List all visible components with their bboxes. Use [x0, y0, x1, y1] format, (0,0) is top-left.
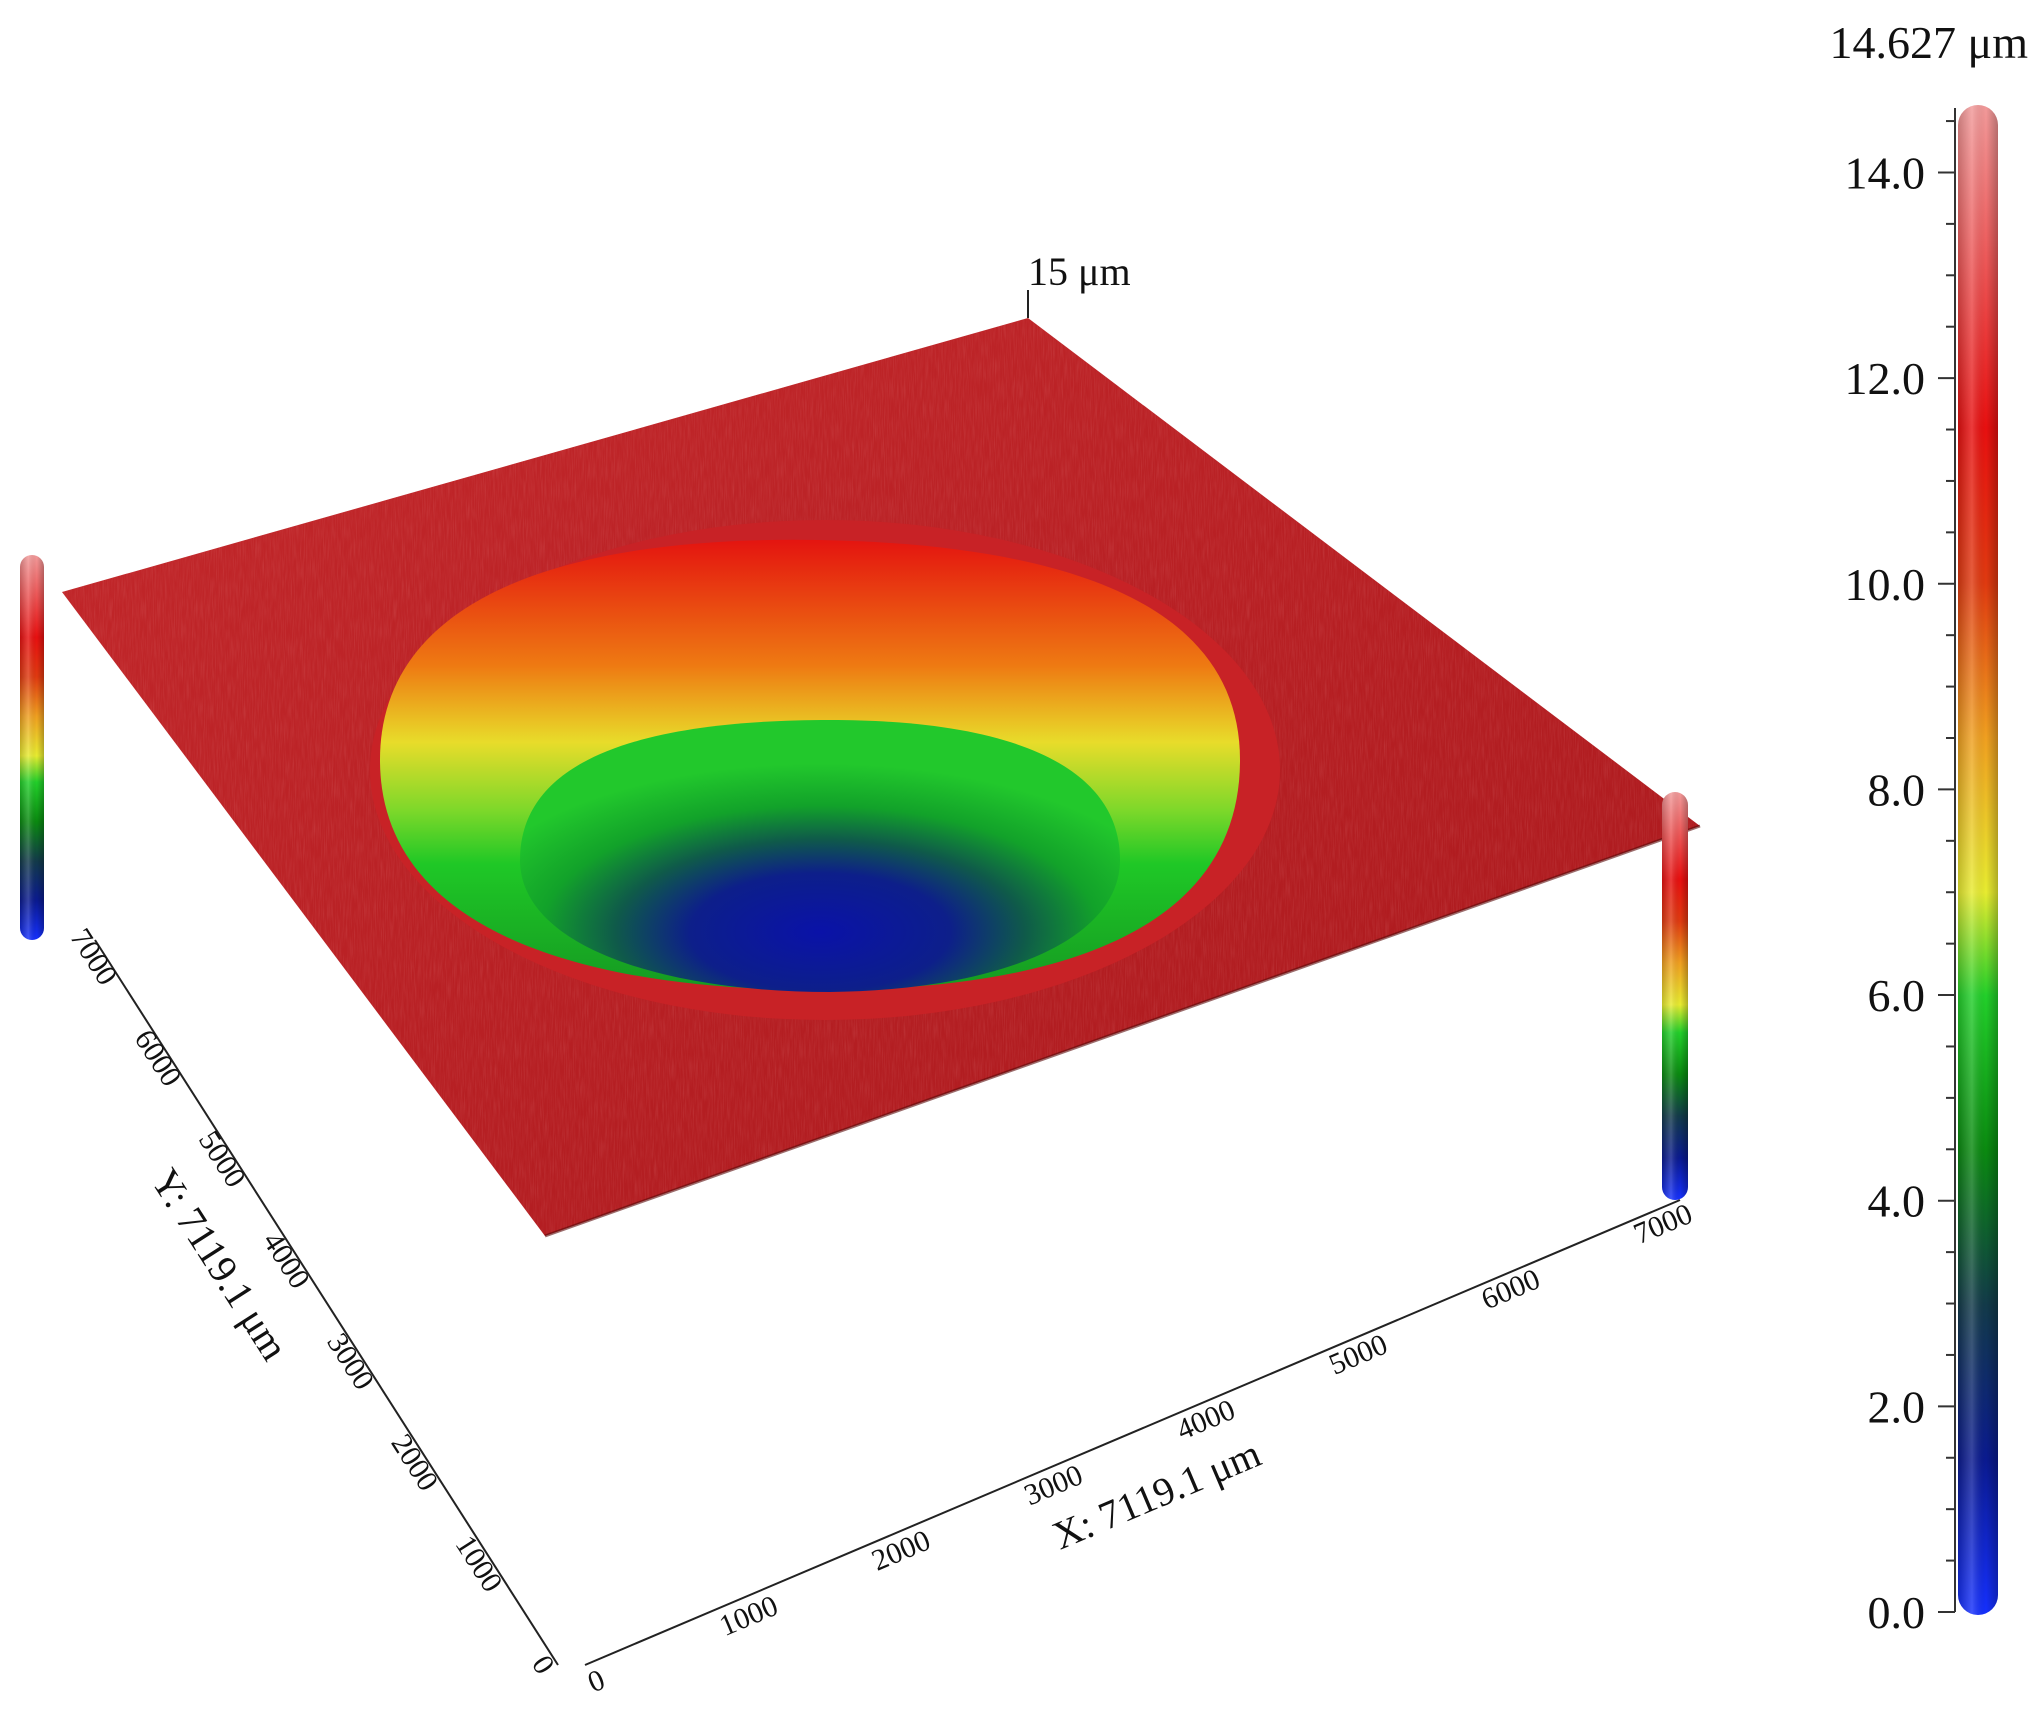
colorbar-tick-label: 14.0	[1845, 147, 1926, 198]
colorbar-tick-label: 2.0	[1868, 1381, 1926, 1432]
surface-front-edge	[544, 824, 1701, 1238]
colorbar-max-label: 14.627 μm	[1830, 17, 2029, 68]
y-axis-tick-label: 7000	[64, 923, 124, 991]
colorbar-tick-label: 8.0	[1868, 764, 1926, 815]
colorbar-tick-label: 10.0	[1845, 559, 1926, 610]
y-axis-line	[94, 939, 559, 1666]
colorbar-tick-label: 6.0	[1868, 970, 1926, 1021]
x-axis-tick-label: 0	[583, 1663, 610, 1699]
colorbar-shade	[1958, 105, 1998, 1615]
x-axis-tick-label: 5000	[1324, 1328, 1392, 1382]
colorbar: 0.0 2.0 4.0 6.0 8.0 10.0 12.0 14.0 14.627 μm	[1830, 17, 2029, 1638]
crater-floor	[520, 720, 1120, 992]
corner-bars	[20, 555, 1688, 1200]
left-corner-bar-shade	[20, 555, 44, 940]
x-axis-line	[584, 1199, 1681, 1666]
y-axis-tick-label: 2000	[385, 1428, 445, 1496]
y-axis-tick-label: 5000	[192, 1125, 252, 1193]
x-axis-tick-label: 6000	[1477, 1262, 1545, 1316]
colorbar-tick-label: 0.0	[1868, 1587, 1926, 1638]
colorbar-ticks: 0.0 2.0 4.0 6.0 8.0 10.0 12.0 14.0	[1845, 120, 1955, 1638]
x-axis-tick-label: 1000	[715, 1589, 783, 1643]
colorbar-tick-label: 12.0	[1845, 353, 1926, 404]
surface-plot	[62, 318, 1701, 1238]
y-axis-tick-label: 3000	[320, 1327, 380, 1395]
x-axis-tick-label: 2000	[867, 1524, 935, 1578]
x-axis-label: X: 7119.1 μm	[1046, 1430, 1267, 1558]
y-axis-tick-label: 4000	[256, 1226, 316, 1294]
y-axis-tick-label: 6000	[128, 1024, 188, 1092]
colorbar-tick-label: 4.0	[1868, 1176, 1926, 1227]
right-corner-bar-shade	[1662, 792, 1688, 1200]
y-axis-tick-label: 1000	[449, 1530, 509, 1598]
x-axis-tick-label: 7000	[1629, 1197, 1697, 1251]
z-top-marker-label: 15 μm	[1028, 249, 1131, 294]
y-axis-tick-label: 0	[525, 1650, 561, 1680]
